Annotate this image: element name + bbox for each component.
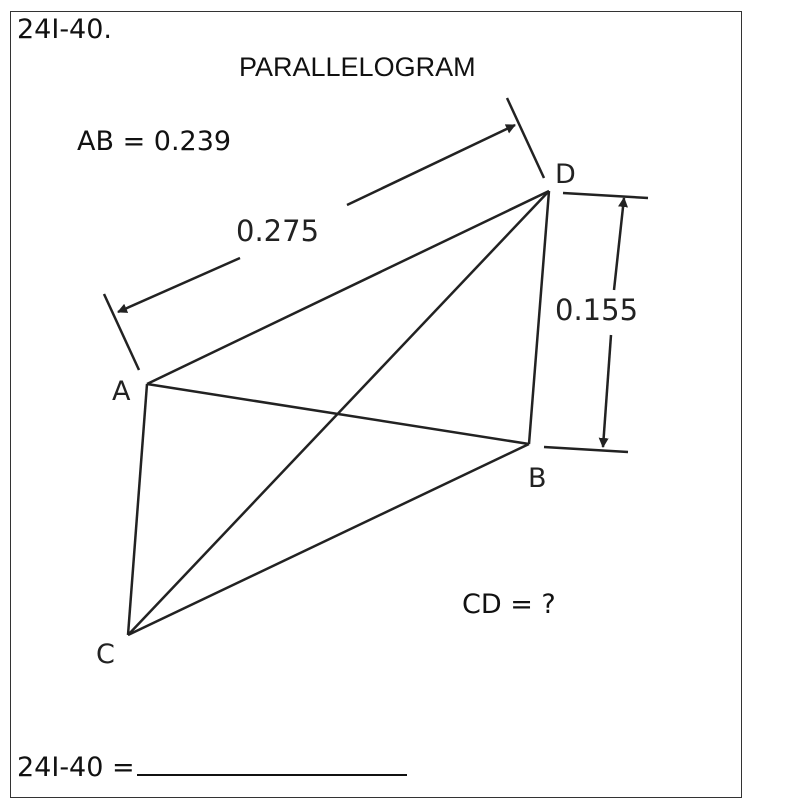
vertex-label-B: B [528, 463, 547, 494]
dimension-label-AD: 0.275 [236, 214, 319, 248]
extension-line-A [102, 293, 141, 371]
extension-line-top [562, 191, 649, 200]
given-value: AB = 0.239 [77, 126, 232, 157]
dimension-label-height: 0.155 [555, 293, 638, 327]
height-arrow-up [612, 197, 628, 291]
answer-label: 24I-40 = [17, 752, 135, 783]
edge-AC [126, 383, 149, 636]
vertex-label-C: C [96, 639, 115, 670]
answer-line: 24I-40 = [17, 748, 407, 783]
diagram-title: PARALLELOGRAM [239, 52, 476, 82]
dimension-arrow-right [346, 123, 516, 207]
edge-CD [127, 190, 550, 636]
answer-blank[interactable] [136, 748, 407, 776]
question-text: CD = ? [462, 589, 556, 620]
problem-id: 24I-40. [17, 14, 113, 45]
height-arrow-down [598, 334, 613, 448]
problem-frame [10, 11, 742, 798]
edge-DB [527, 190, 551, 445]
edge-CB [127, 442, 530, 637]
extension-line-bottom [543, 445, 629, 454]
vertex-label-A: A [112, 376, 131, 407]
vertex-label-D: D [555, 159, 576, 190]
edge-AD [146, 189, 550, 386]
extension-line-D [505, 97, 546, 179]
dimension-arrow-left [117, 256, 241, 314]
